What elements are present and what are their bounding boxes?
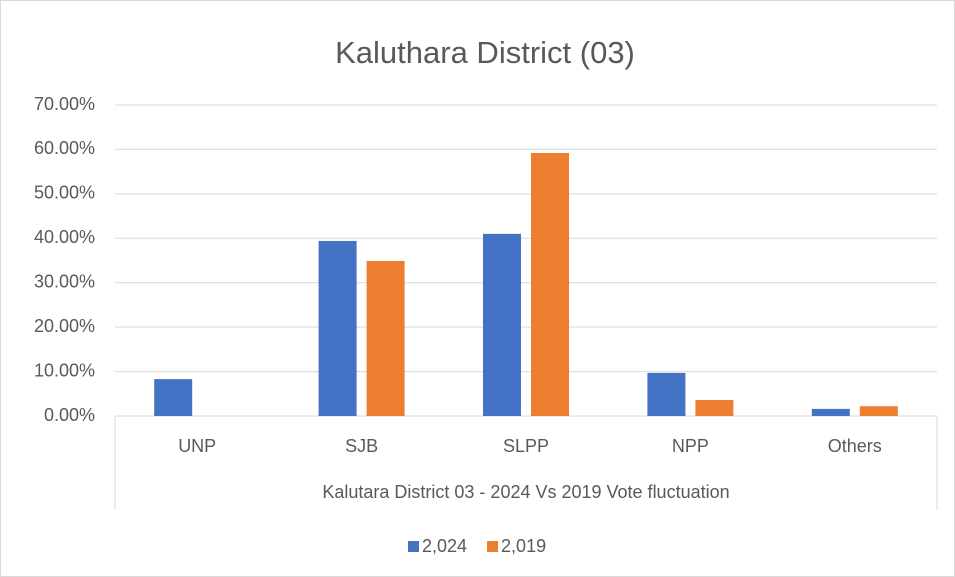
- bar: [695, 400, 734, 416]
- x-tick-label: NPP: [672, 436, 709, 456]
- legend-label: 2,019: [501, 536, 546, 556]
- legend-swatch: [487, 541, 499, 552]
- x-tick-label: SLPP: [503, 436, 549, 456]
- bar: [859, 406, 898, 416]
- legend-label: 2,024: [422, 536, 467, 556]
- y-tick-label: 0.00%: [44, 405, 95, 425]
- x-tick-label: UNP: [178, 436, 216, 456]
- y-tick-label: 20.00%: [34, 316, 95, 336]
- x-tick-label: SJB: [345, 436, 378, 456]
- bar: [366, 260, 405, 416]
- y-tick-label: 60.00%: [34, 138, 95, 158]
- bar: [647, 372, 686, 416]
- x-axis-label: Kalutara District 03 - 2024 Vs 2019 Vote…: [322, 482, 729, 502]
- bar: [154, 379, 193, 416]
- y-tick-label: 10.00%: [34, 360, 95, 380]
- y-tick-label: 50.00%: [34, 183, 95, 203]
- x-tick-label: Others: [828, 436, 882, 456]
- bar: [531, 152, 569, 417]
- y-tick-label: 40.00%: [34, 227, 95, 247]
- y-tick-label: 70.00%: [34, 94, 95, 114]
- chart-title: Kaluthara District (03): [335, 35, 635, 70]
- bar: [483, 233, 521, 416]
- bar: [318, 240, 357, 416]
- bar: [811, 408, 850, 416]
- legend-swatch: [408, 541, 419, 552]
- y-tick-label: 30.00%: [34, 271, 95, 291]
